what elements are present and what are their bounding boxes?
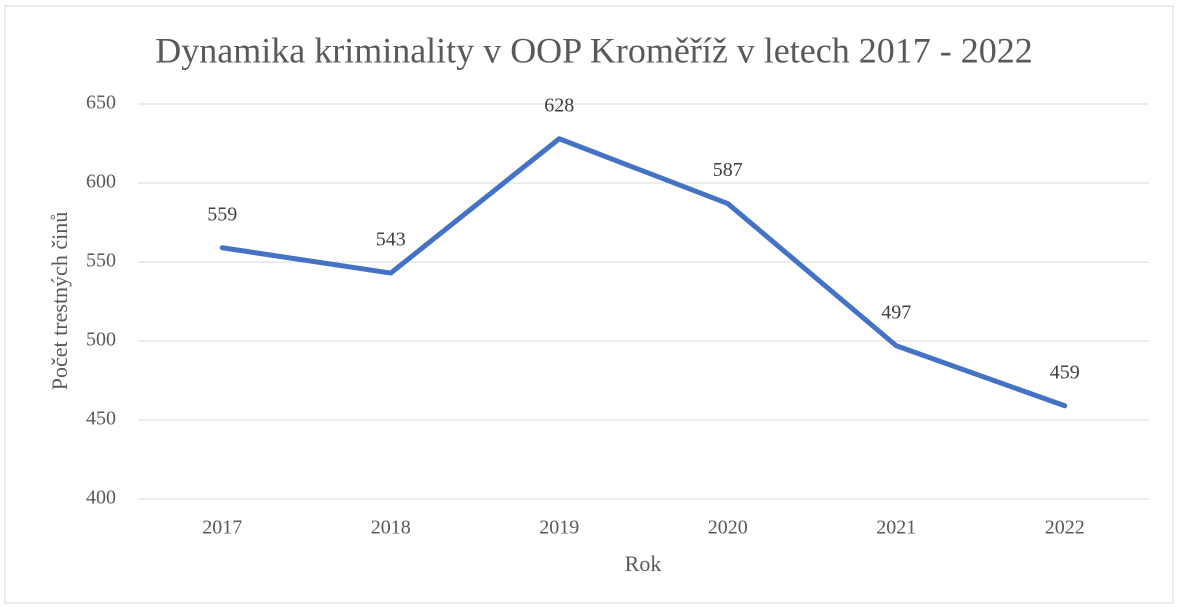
y-tick-label: 500	[86, 329, 116, 351]
data-label: 587	[713, 159, 743, 181]
y-tick-label: 650	[86, 92, 116, 114]
y-tick-label: 550	[86, 250, 116, 272]
data-label: 459	[1050, 361, 1080, 383]
x-tick-label: 2018	[371, 517, 411, 539]
chart-border	[4, 5, 1174, 604]
data-label: 497	[881, 301, 911, 323]
x-axis-label: Rok	[625, 551, 662, 576]
x-tick-label: 2021	[876, 517, 916, 539]
data-label: 628	[544, 94, 574, 116]
line-series	[219, 136, 1068, 409]
x-tick-label: 2019	[539, 517, 579, 539]
chart-title: Dynamika kriminality v OOP Kroměříž v le…	[155, 30, 1032, 70]
y-axis-label: Počet trestných činů	[47, 212, 72, 390]
y-tick-label: 450	[86, 408, 116, 430]
x-tick-label: 2017	[202, 517, 242, 539]
data-label: 559	[207, 203, 237, 225]
x-tick-label: 2020	[708, 517, 748, 539]
data-label: 543	[376, 229, 406, 251]
y-tick-label: 600	[86, 171, 116, 193]
x-tick-label: 2022	[1045, 517, 1085, 539]
y-tick-label: 400	[86, 487, 116, 509]
